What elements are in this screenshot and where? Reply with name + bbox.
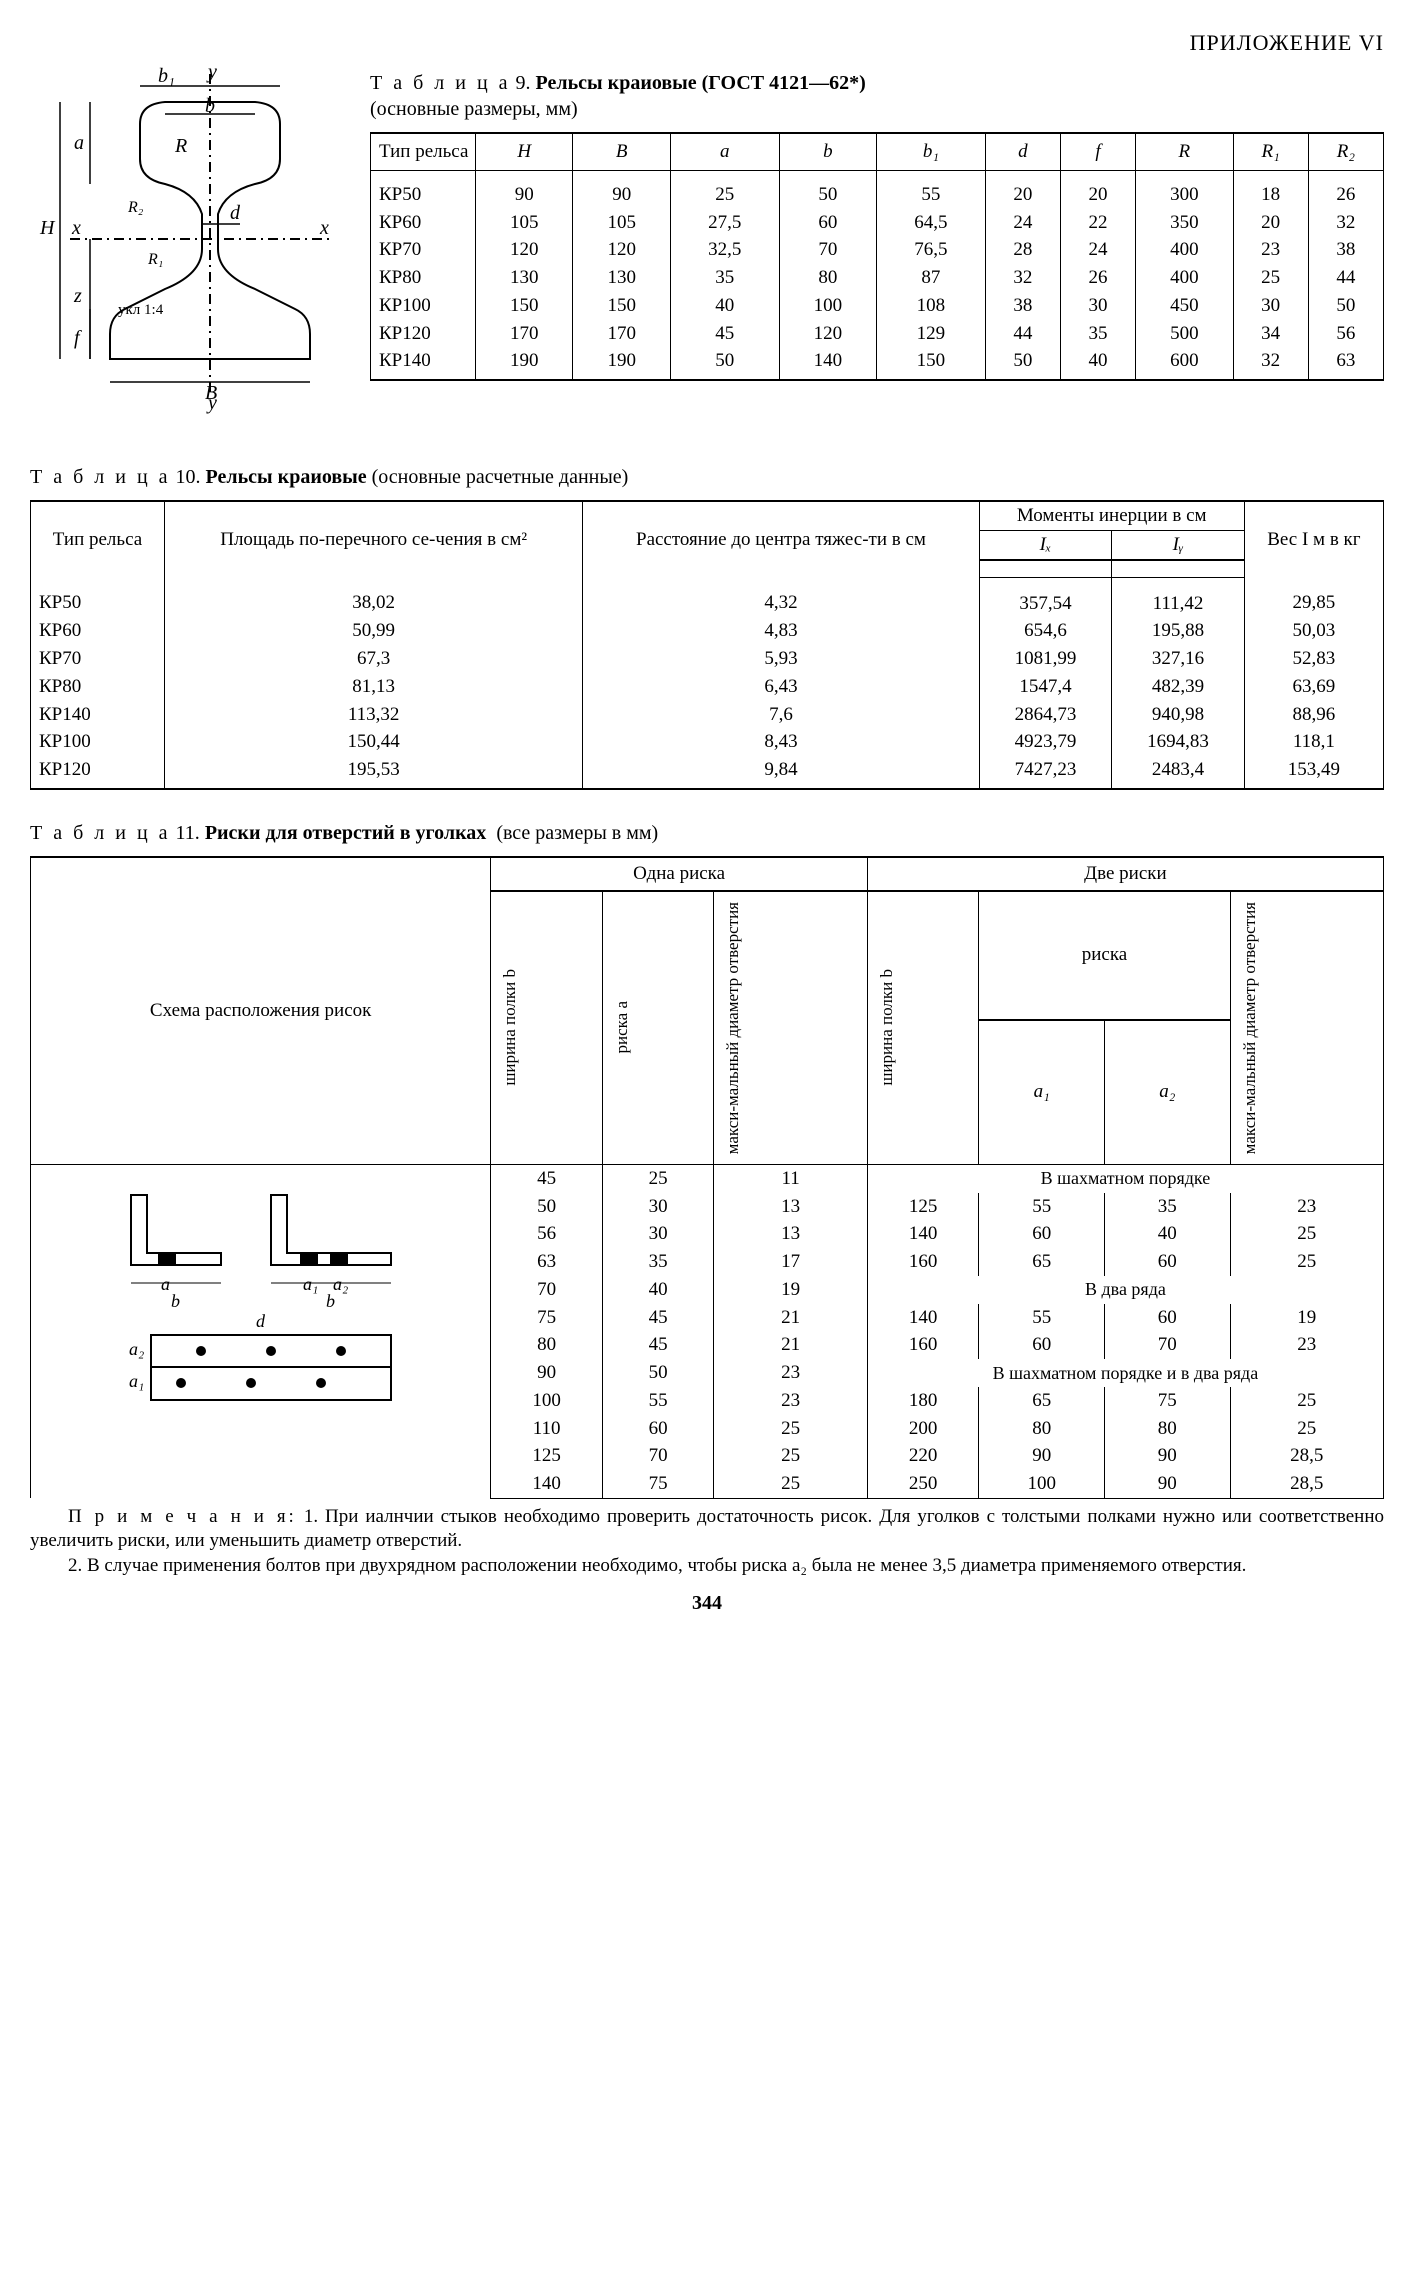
svg-text:H: H <box>39 217 56 239</box>
svg-text:b: b <box>326 1291 335 1311</box>
table9-header: d <box>985 133 1060 170</box>
table11: Схема расположения рисок Одна риска Две … <box>30 856 1384 1499</box>
table9: Тип рельсаHBabb₁dfRR₁R₂ КР50909025505520… <box>370 132 1384 381</box>
svg-text:a: a <box>161 1274 170 1294</box>
table9-header: B <box>573 133 670 170</box>
svg-text:a: a <box>74 132 84 154</box>
table9-header: Тип рельса <box>371 133 476 170</box>
appendix-header: ПРИЛОЖЕНИЕ VI <box>30 30 1384 56</box>
page-number: 344 <box>30 1592 1384 1615</box>
table-row: ab a₁a₂b d a₂a₁ 452511 В шахматном поряд… <box>31 1164 1384 1192</box>
table-row: КР7012012032,57076,528244002338 <box>371 236 1384 264</box>
svg-text:d: d <box>256 1311 266 1331</box>
table10-caption: Т а б л и ц а 10. Рельсы краиовые (основ… <box>30 464 1384 490</box>
svg-text:b: b <box>171 1291 180 1311</box>
table-row: КР1201701704512012944355003456 <box>371 320 1384 348</box>
table-row: КР1001501504010010838304503050 <box>371 292 1384 320</box>
table9-header: a <box>670 133 779 170</box>
table-row: КР120195,539,847427,232483,4153,49 <box>31 756 1384 789</box>
svg-text:z: z <box>73 285 82 307</box>
table9-header: R₁ <box>1233 133 1308 170</box>
table9-header: R <box>1136 133 1233 170</box>
table10: Тип рельса Площадь по-перечного се-чения… <box>30 500 1384 790</box>
table9-header: H <box>476 133 573 170</box>
svg-text:f: f <box>74 327 82 349</box>
table-row: КР1401901905014015050406003263 <box>371 347 1384 380</box>
svg-text:x: x <box>71 217 81 239</box>
svg-text:R: R <box>174 135 187 157</box>
svg-text:B: B <box>205 382 217 404</box>
table9-header: R₂ <box>1308 133 1383 170</box>
svg-text:a₂: a₂ <box>129 1339 144 1359</box>
svg-text:b₁: b₁ <box>158 65 175 87</box>
svg-text:R₂: R₂ <box>127 199 144 216</box>
table9-header: f <box>1060 133 1135 170</box>
svg-text:d: d <box>230 202 241 224</box>
table9-header: b <box>779 133 876 170</box>
table-row: КР6010510527,56064,524223502032 <box>371 209 1384 237</box>
svg-text:y: y <box>206 64 217 83</box>
table-row: КР7067,35,931081,99327,1652,83 <box>31 645 1384 673</box>
footnotes: П р и м е ч а н и я: 1. При иалнчии стык… <box>30 1505 1384 1578</box>
rail-cross-section-diagram: y y x x b₁ b B H a z f d R R₁ R₂ укл 1:4 <box>30 64 350 434</box>
svg-text:b: b <box>205 95 215 117</box>
table-row: КР8081,136,431547,4482,3963,69 <box>31 673 1384 701</box>
table-row: КР5038,024,32357,54111,4229,85 <box>31 577 1384 617</box>
table11-caption: Т а б л и ц а 11. Риски для отверстий в … <box>30 820 1384 846</box>
svg-text:R₁: R₁ <box>147 251 163 268</box>
table9-header: b₁ <box>877 133 986 170</box>
table-row: КР8013013035808732264002544 <box>371 264 1384 292</box>
table-row: КР6050,994,83654,6195,8850,03 <box>31 617 1384 645</box>
svg-text:a₂: a₂ <box>333 1274 348 1294</box>
table-row: КР140113,327,62864,73940,9888,96 <box>31 701 1384 729</box>
svg-text:x: x <box>319 217 329 239</box>
table-row: КР100150,448,434923,791694,83118,1 <box>31 728 1384 756</box>
table-row: КР50909025505520203001826 <box>371 170 1384 208</box>
table9-caption: Т а б л и ц а 9. Рельсы краиовые (ГОСТ 4… <box>370 70 1384 122</box>
svg-text:укл 1:4: укл 1:4 <box>118 302 164 318</box>
svg-text:a₁: a₁ <box>303 1274 318 1294</box>
svg-text:a₁: a₁ <box>129 1371 144 1391</box>
angle-diagram: ab a₁a₂b d a₂a₁ <box>31 1164 491 1498</box>
